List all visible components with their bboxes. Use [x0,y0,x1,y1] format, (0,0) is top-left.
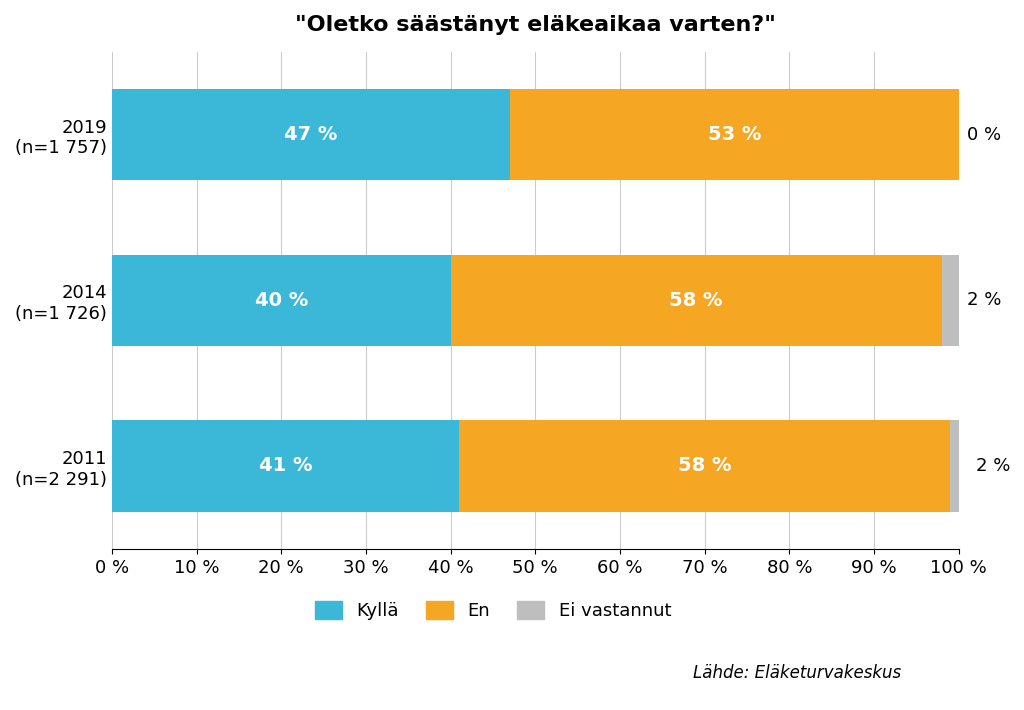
Bar [950,420,968,511]
Bar [112,89,510,180]
Text: Lähde: Eläketurvakeskus: Lähde: Eläketurvakeskus [693,664,901,682]
Bar [459,420,950,511]
Text: 0 %: 0 % [968,126,1001,143]
Bar [510,89,958,180]
Text: 53 %: 53 % [708,125,761,144]
Text: 47 %: 47 % [285,125,338,144]
Text: 58 %: 58 % [678,457,731,476]
Bar [942,255,958,346]
Bar [112,420,459,511]
Title: "Oletko säästänyt eläkeaikaa varten?": "Oletko säästänyt eläkeaikaa varten?" [295,15,776,35]
Text: 58 %: 58 % [670,291,723,310]
Text: 40 %: 40 % [255,291,308,310]
Text: 41 %: 41 % [259,457,312,476]
Legend: Kyllä, En, Ei vastannut: Kyllä, En, Ei vastannut [306,592,680,629]
Bar [451,255,942,346]
Text: 2 %: 2 % [976,457,1010,475]
Bar [112,255,451,346]
Text: 2 %: 2 % [968,291,1001,310]
